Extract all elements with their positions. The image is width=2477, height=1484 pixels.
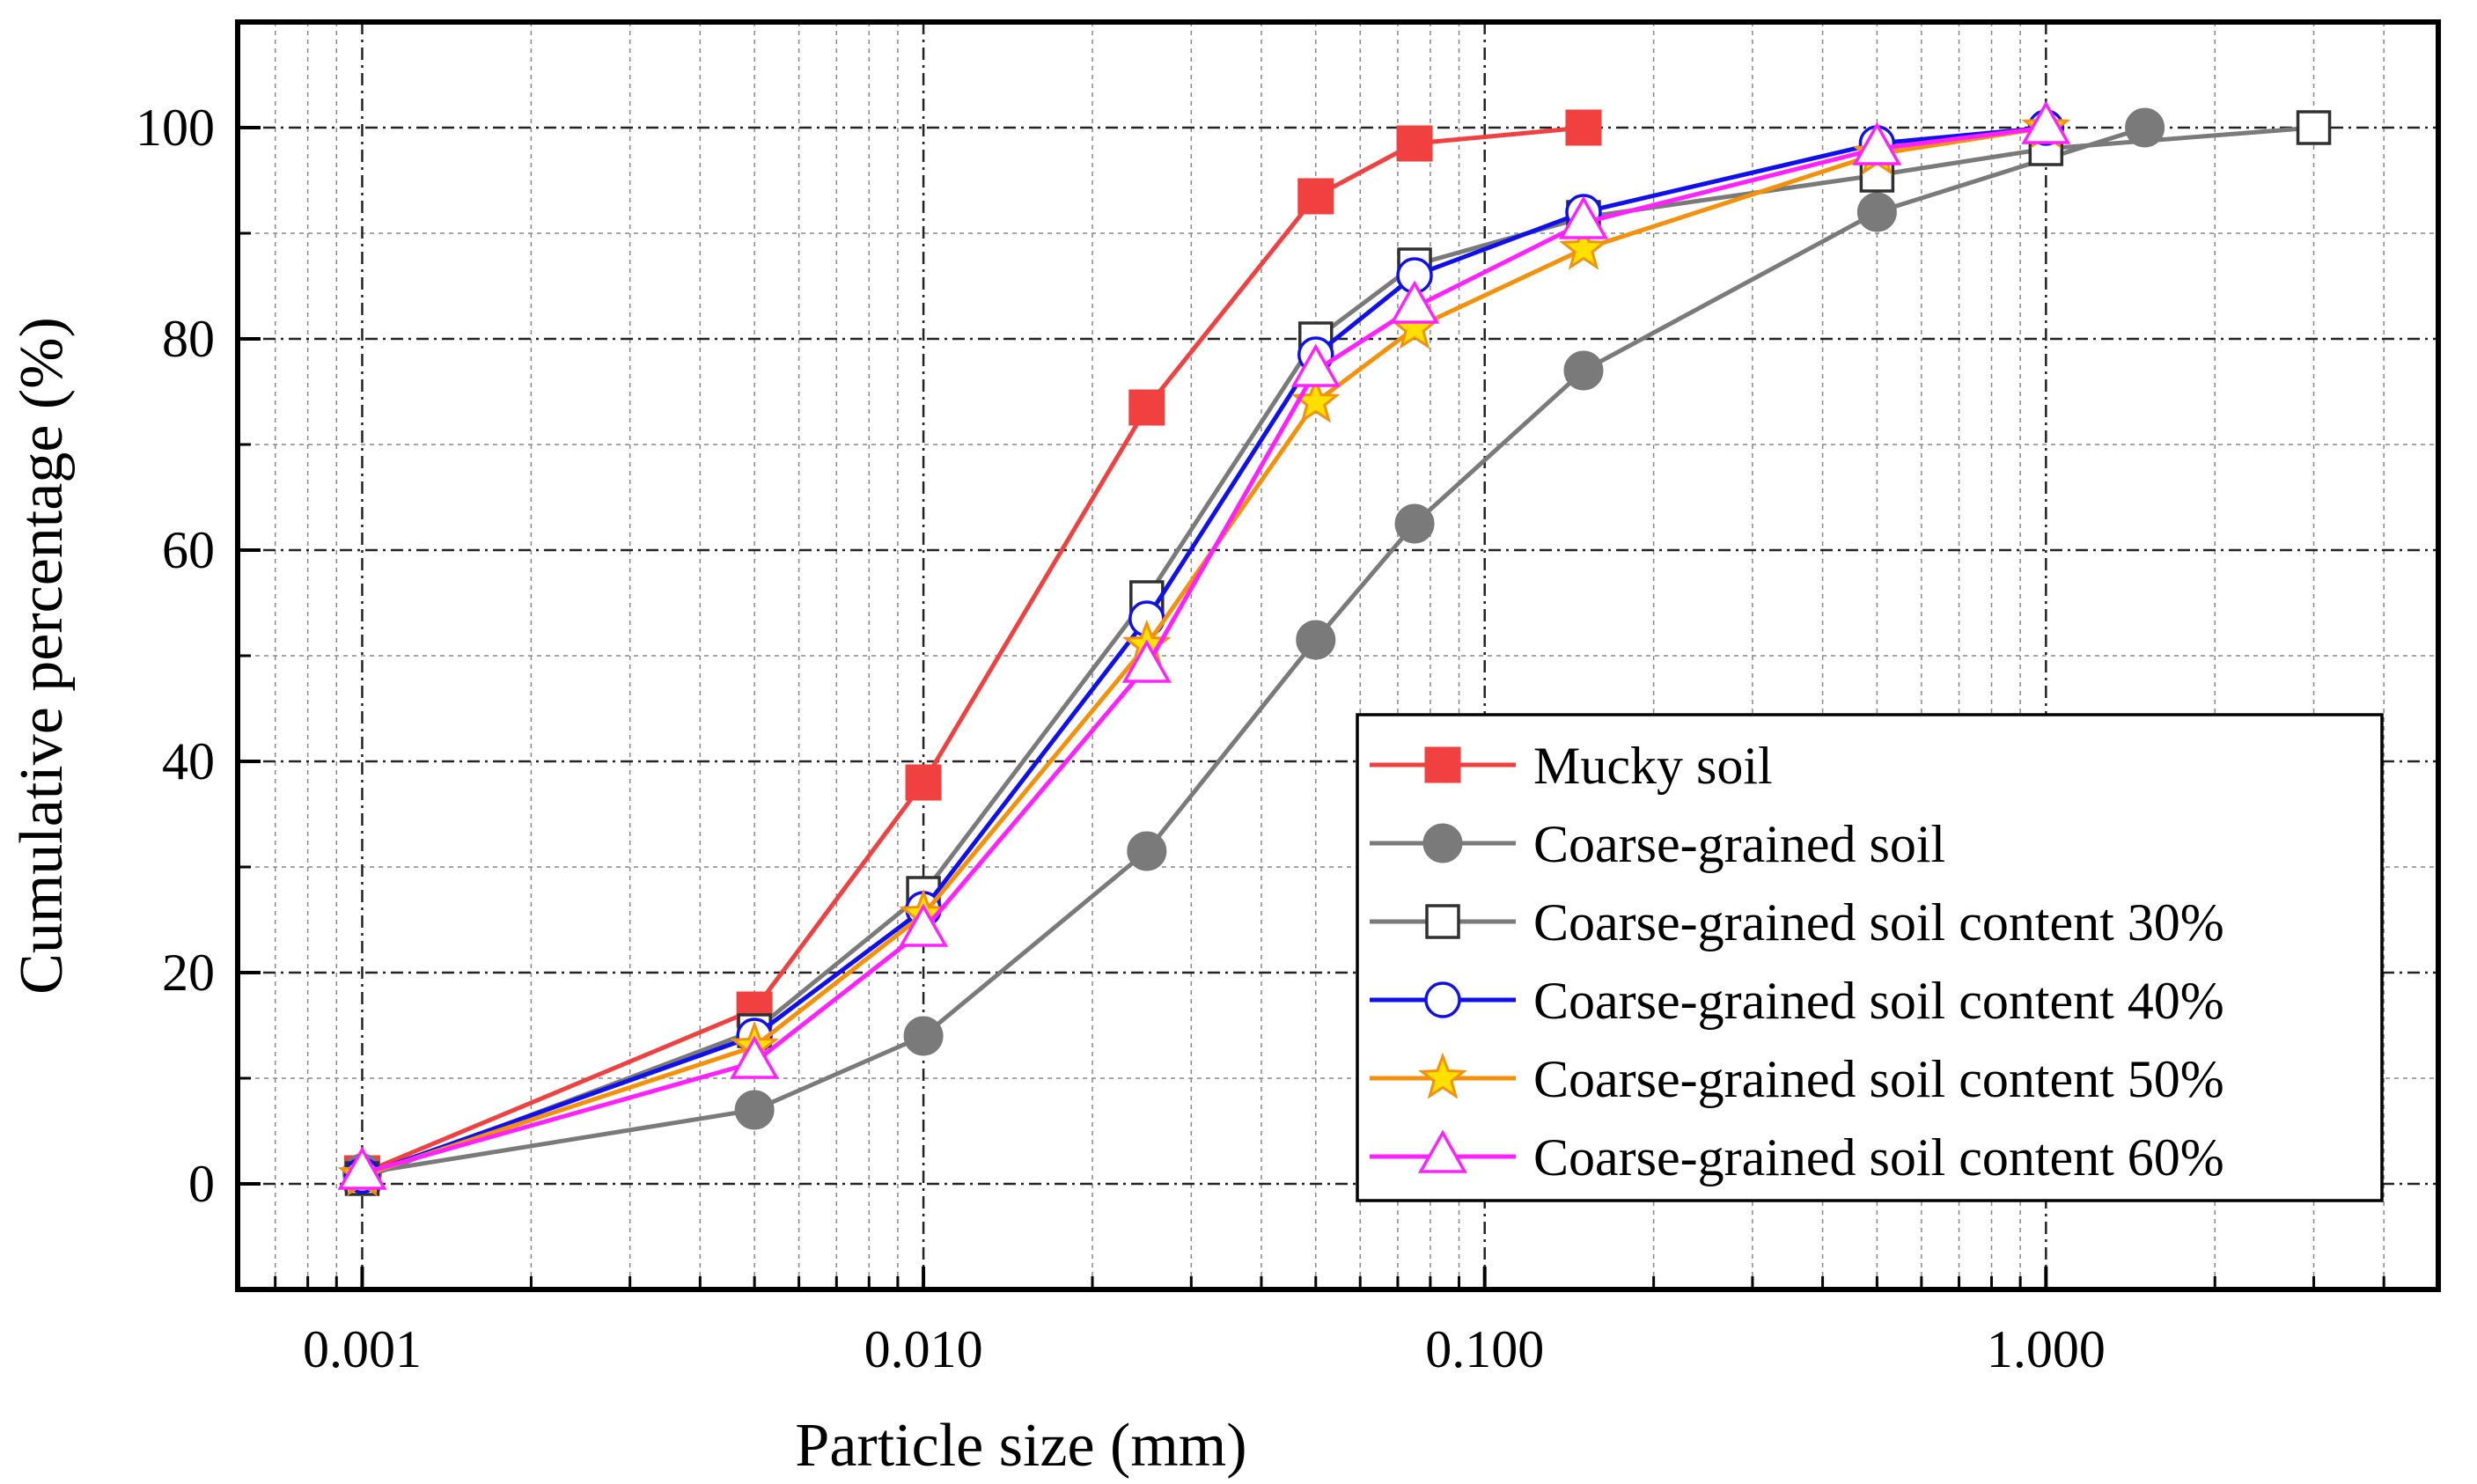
x-tick-label: 0.001 xyxy=(303,1320,422,1378)
series-layer xyxy=(337,100,2332,1197)
data-point xyxy=(337,1146,387,1190)
data-point xyxy=(903,1016,944,1056)
x-tick-label: 1.000 xyxy=(1987,1320,2106,1378)
data-point xyxy=(1297,178,1334,215)
data-point xyxy=(1565,109,1602,146)
series-coarse-grained-soil xyxy=(342,107,2165,1194)
data-point xyxy=(730,1035,780,1079)
data-point xyxy=(1394,503,1435,544)
data-point xyxy=(1390,280,1440,324)
y-tick-label: 40 xyxy=(162,732,215,790)
data-point xyxy=(1290,343,1341,387)
data-point xyxy=(1121,639,1172,683)
data-point xyxy=(1856,192,1897,232)
y-tick-label: 20 xyxy=(162,944,215,1002)
legend-label: Coarse-grained soil content 40% xyxy=(1533,972,2224,1030)
data-point xyxy=(1559,223,1608,270)
legend: Mucky soil Coarse-grained soil Coarse-grai… xyxy=(1356,713,2384,1202)
legend-label: Coarse-grained soil content 60% xyxy=(1533,1128,2224,1186)
legend-marker xyxy=(1424,981,1461,1018)
x-axis-title: Particle size (mm) xyxy=(795,1412,1246,1480)
y-tick-labels: 0 20 40 60 80 100 xyxy=(136,99,215,1213)
data-point xyxy=(2021,100,2071,144)
series-mucky-soil xyxy=(343,109,1602,1192)
legend-item-content-60: Coarse-grained soil content 60% xyxy=(1370,1128,2224,1186)
data-point xyxy=(1396,125,1433,162)
y-axis-title: Cumulative percentage (%) xyxy=(8,317,76,995)
y-tick-label: 0 xyxy=(188,1155,215,1213)
legend-marker xyxy=(1417,1129,1468,1173)
plot-frame xyxy=(235,19,2441,1292)
data-point xyxy=(1296,620,1336,660)
data-point xyxy=(1563,350,1604,391)
legend-item-content-50: Coarse-grained soil content 50% xyxy=(1370,1050,2224,1108)
legend-label: Coarse-grained soil xyxy=(1533,815,1945,873)
y-tick-label: 100 xyxy=(136,99,215,157)
legend-item-content-40: Coarse-grained soil content 40% xyxy=(1370,972,2224,1030)
series-content-60 xyxy=(337,100,2071,1190)
x-tick-labels: 0.001 0.010 0.100 1.000 xyxy=(303,1320,2106,1378)
legend-marker xyxy=(1422,823,1463,863)
data-point xyxy=(2125,107,2165,148)
y-tick-label: 80 xyxy=(162,310,215,368)
legend-label: Coarse-grained soil content 30% xyxy=(1533,893,2224,951)
legend-label: Mucky soil xyxy=(1533,737,1773,795)
y-tick-label: 60 xyxy=(162,521,215,579)
series-line xyxy=(361,125,2314,1181)
x-tick-label: 0.100 xyxy=(1425,1320,1544,1378)
legend-marker xyxy=(1425,904,1460,939)
data-point xyxy=(899,903,949,947)
legend-marker xyxy=(1418,1052,1467,1099)
data-point xyxy=(1128,389,1165,426)
data-point xyxy=(1127,831,1167,871)
legend-box xyxy=(1356,713,2384,1202)
data-point xyxy=(734,1090,775,1130)
data-point xyxy=(2296,110,2332,145)
legend-item-coarse-grained-soil: Coarse-grained soil xyxy=(1370,815,1945,873)
data-point xyxy=(1852,121,1902,165)
x-tick-label: 0.010 xyxy=(864,1320,983,1378)
data-point xyxy=(1558,195,1608,239)
data-point xyxy=(905,764,942,801)
legend-item-mucky-soil: Mucky soil xyxy=(1370,737,1773,795)
legend-item-content-30: Coarse-grained soil content 30% xyxy=(1370,893,2224,951)
legend-marker xyxy=(1424,746,1461,783)
legend-label: Coarse-grained soil content 50% xyxy=(1533,1050,2224,1108)
